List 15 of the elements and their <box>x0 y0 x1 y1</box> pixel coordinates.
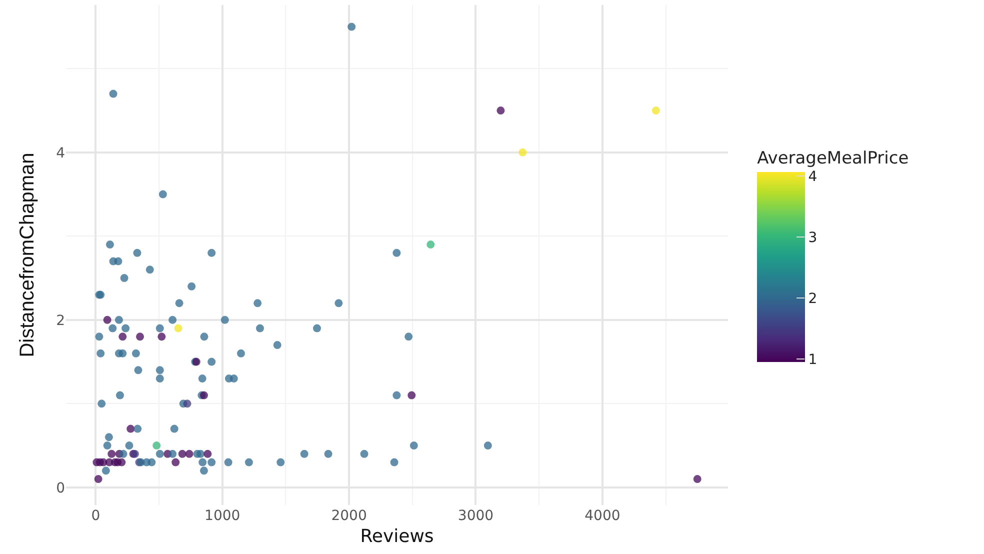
x-tick-label: 4000 <box>584 508 620 524</box>
color-bar-label: 4 <box>808 169 818 186</box>
x-tick-label: 2000 <box>331 508 367 524</box>
x-tick-label: 3000 <box>458 508 494 524</box>
color-bar-title: AverageMealPrice <box>757 148 909 168</box>
y-tick-label: 0 <box>56 480 65 496</box>
x-axis-title: Reviews <box>360 526 434 548</box>
color-bar-label: 1 <box>808 352 818 368</box>
x-tick-label: 0 <box>91 508 100 524</box>
color-bar-label: 3 <box>808 230 818 246</box>
y-axis-title: DistancefromChapman <box>16 152 39 358</box>
x-tick-label: 1000 <box>204 508 240 524</box>
color-bar-label: 2 <box>808 290 818 307</box>
y-tick-label: 2 <box>56 312 65 329</box>
y-tick-label: 4 <box>56 145 66 162</box>
